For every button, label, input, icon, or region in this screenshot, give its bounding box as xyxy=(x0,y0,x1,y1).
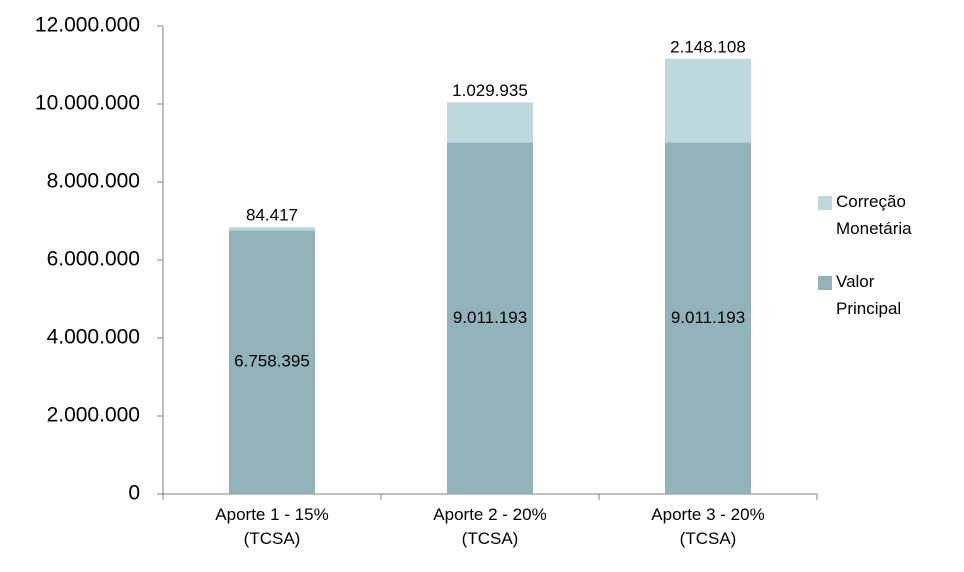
x-tick-label: Aporte 2 - 20% (TCSA) xyxy=(433,505,546,548)
bar-segment xyxy=(447,102,533,143)
y-tick-label: 0 xyxy=(128,482,140,505)
x-tick-label: Aporte 3 - 20% (TCSA) xyxy=(651,505,764,548)
x-tick-label: Aporte 1 - 15% (TCSA) xyxy=(215,505,328,548)
legend-label: Correção Monetária xyxy=(836,192,912,238)
bar-segment xyxy=(229,230,315,494)
data-label: 2.148.108 xyxy=(670,37,746,56)
bar-segment xyxy=(665,142,751,494)
y-tick-label: 4.000.000 xyxy=(47,326,140,349)
data-label: 9.011.193 xyxy=(453,308,527,327)
y-tick-label: 10.000.000 xyxy=(35,92,140,115)
legend-swatch xyxy=(818,196,832,210)
data-label: 9.011.193 xyxy=(671,308,745,327)
legend-label: Valor Principal xyxy=(836,272,901,318)
legend-swatch xyxy=(818,276,832,290)
bar-segment xyxy=(229,227,315,231)
bar-segment xyxy=(665,58,751,143)
y-tick-label: 12.000.000 xyxy=(35,14,140,37)
y-tick-label: 8.000.000 xyxy=(47,170,140,193)
data-label: 6.758.395 xyxy=(234,352,310,371)
y-tick-label: 6.000.000 xyxy=(47,248,140,271)
data-label: 84.417 xyxy=(246,206,298,225)
y-tick-label: 2.000.000 xyxy=(47,404,140,427)
bar-segment xyxy=(447,142,533,494)
data-label: 1.029.935 xyxy=(452,81,528,100)
